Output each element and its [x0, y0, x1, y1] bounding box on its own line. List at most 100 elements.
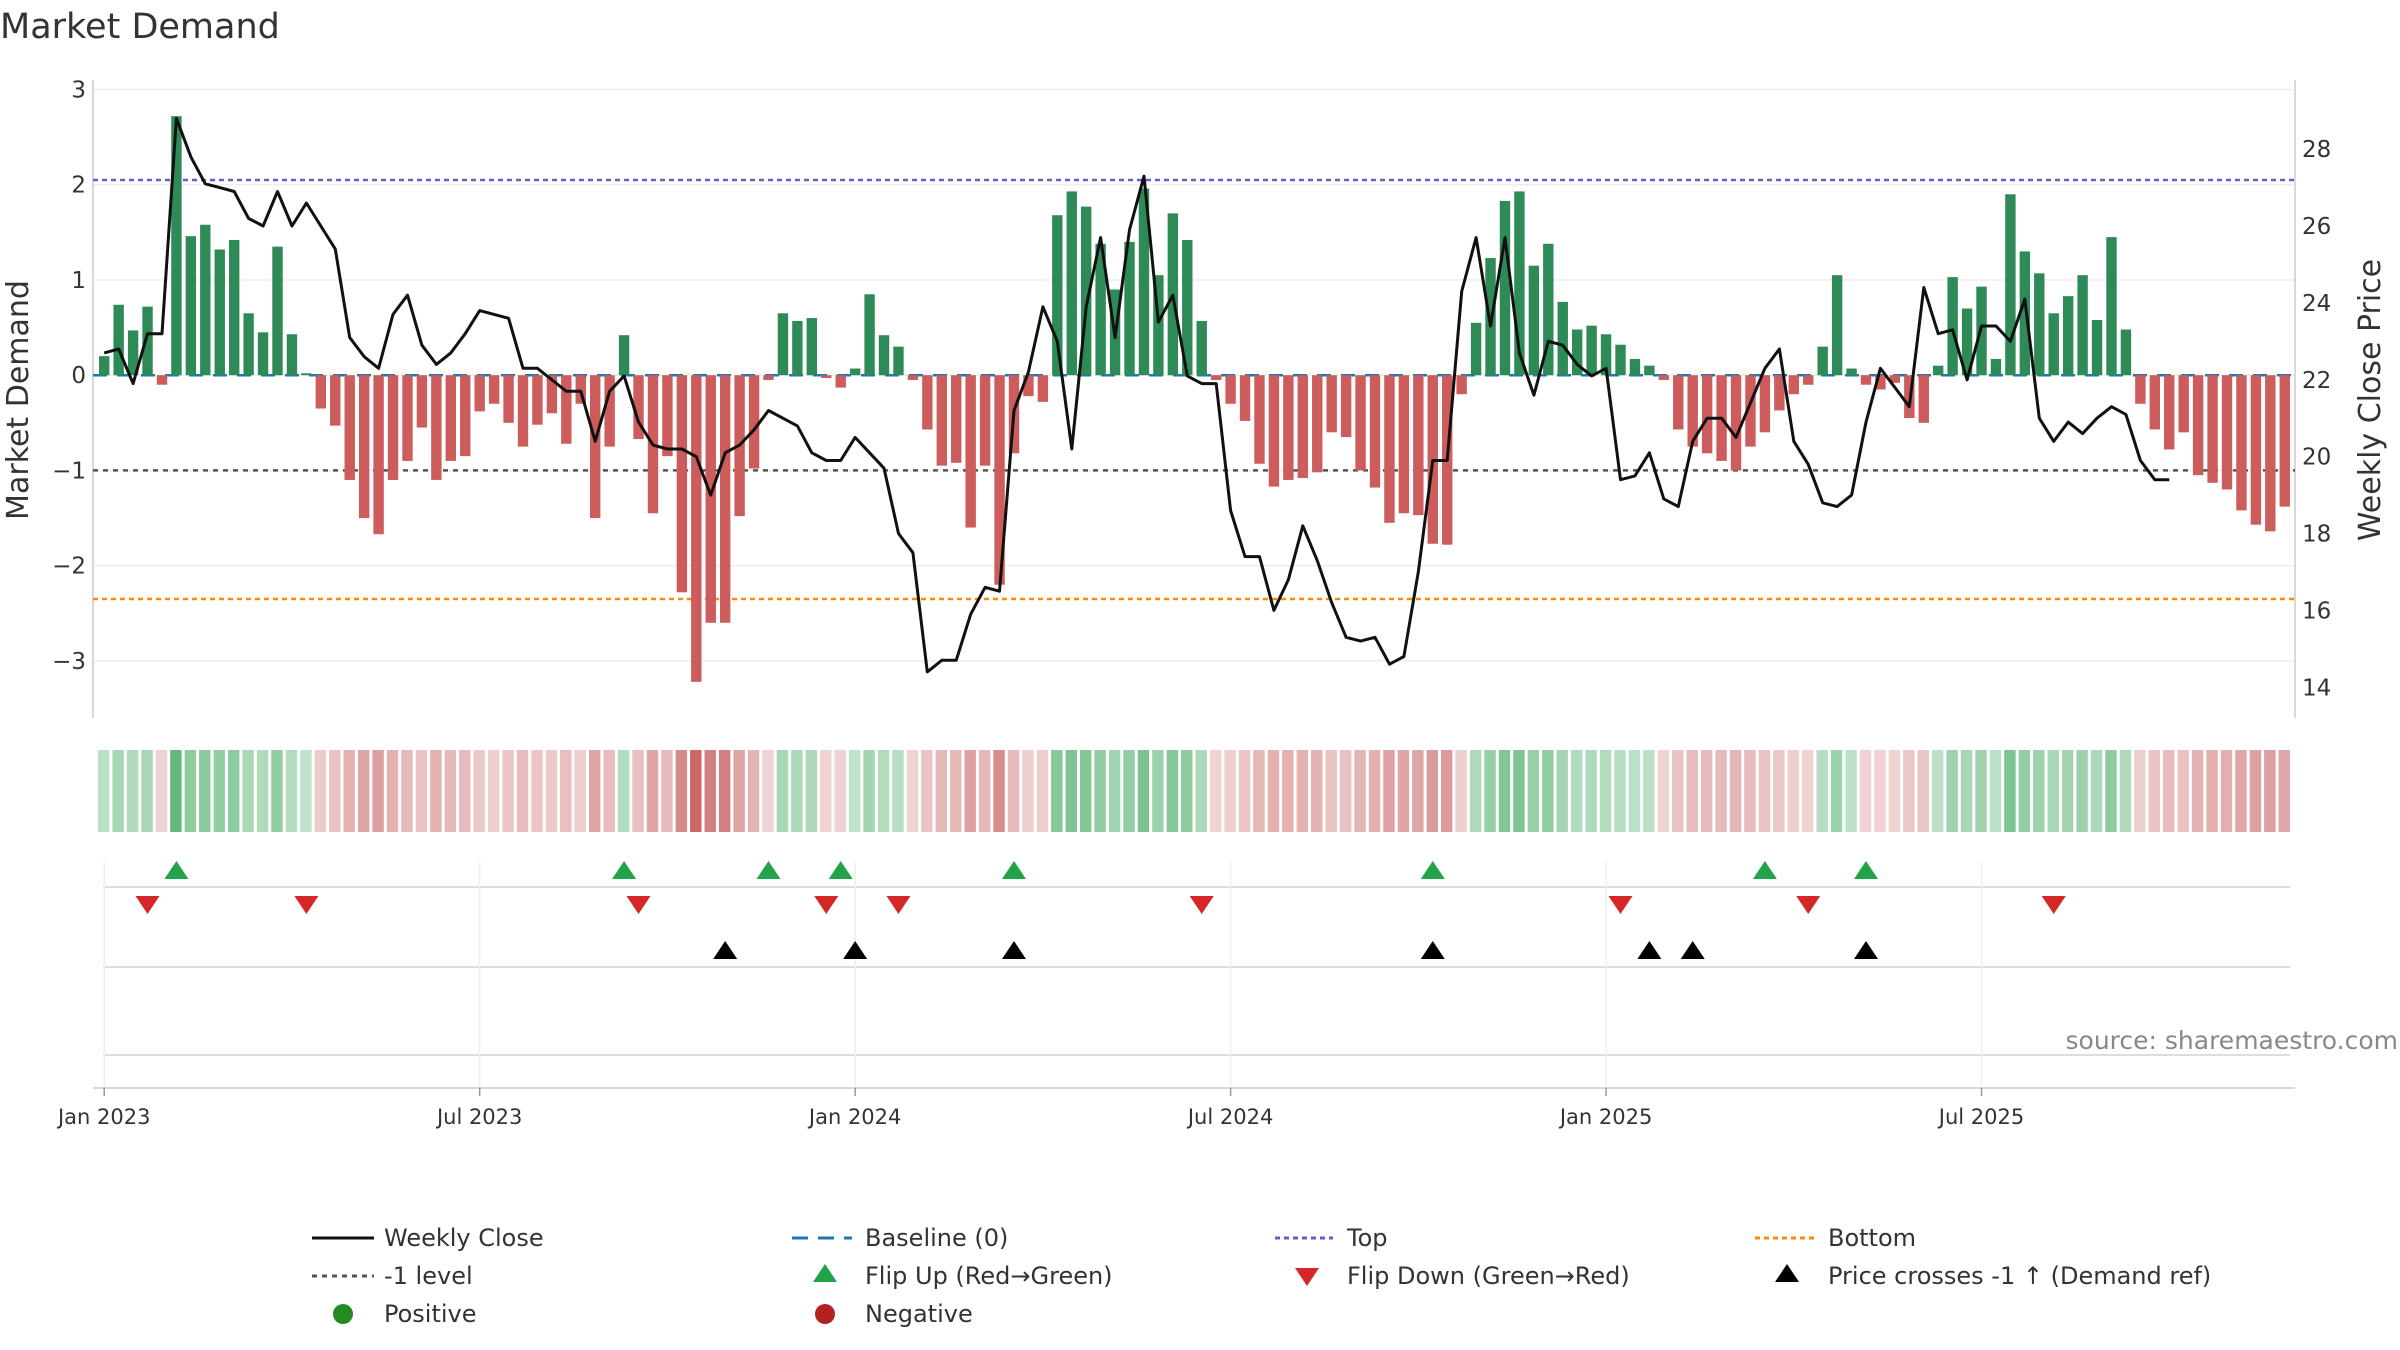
x-tick-label: Jan 2025 [1558, 1105, 1653, 1129]
heat-cell [921, 750, 933, 832]
demand-bar [1788, 375, 1799, 395]
heat-cell [1960, 750, 1973, 832]
demand-bar [1023, 375, 1034, 397]
demand-bar [358, 375, 370, 519]
demand-bar [893, 346, 904, 376]
demand-bar [243, 313, 254, 376]
demand-bar [2091, 319, 2103, 376]
price-cross-marker [713, 941, 738, 959]
heat-cell [1773, 750, 1785, 832]
heat-cell [733, 750, 745, 832]
demand-bar [835, 375, 846, 388]
demand-bar [1933, 365, 1944, 376]
demand-bar [849, 368, 861, 376]
x-axis-ticks: Jan 2023 Jul 2023 Jan 2024 Jul 2024 Jan 2025… [56, 1088, 2024, 1129]
demand-bar [922, 375, 933, 430]
flip-up-marker [1853, 861, 1878, 879]
legend-top: Top [1346, 1224, 1388, 1252]
demand-bar [315, 375, 327, 409]
flip-up-marker [1001, 861, 1026, 879]
demand-bar [214, 249, 225, 376]
heat-cell [2004, 750, 2016, 832]
heat-cell [2191, 750, 2204, 832]
heat-cell [2235, 750, 2247, 832]
demand-bar [1615, 344, 1626, 376]
demand-bar [676, 375, 688, 593]
flip-down-marker [626, 896, 651, 914]
demand-bar [1961, 308, 1973, 376]
heat-cell [1339, 750, 1352, 832]
heat-cell [1513, 750, 1525, 832]
y2-tick-label: 28 [2302, 137, 2331, 163]
heat-cell [343, 750, 355, 832]
demand-bar [1398, 375, 1410, 514]
legend-price-cross-swatch [1775, 1264, 1799, 1282]
demand-bar [1687, 375, 1698, 447]
demand-bar [705, 375, 716, 623]
demand-bar [185, 236, 197, 376]
demand-bar [907, 375, 919, 380]
flip-down-marker [1608, 896, 1633, 914]
demand-bar [1759, 375, 1771, 433]
demand-bar [1600, 334, 1612, 376]
demand-bar [2221, 375, 2233, 490]
heat-cell [1931, 750, 1944, 832]
flip-down-marker [1796, 896, 1821, 914]
heat-cell [747, 750, 760, 832]
heat-cell [848, 750, 861, 832]
flip-up-marker [1752, 861, 1777, 879]
heat-cell [329, 750, 341, 832]
heat-cell [1729, 750, 1742, 832]
demand-bar [965, 375, 976, 528]
demand-bar [951, 375, 962, 463]
demand-bar [1803, 375, 1814, 385]
flip-up-marker [164, 861, 189, 879]
heat-cell [126, 750, 139, 832]
heat-cell [1079, 750, 1092, 832]
demand-heat-strip [98, 750, 2290, 832]
heat-cell [820, 750, 832, 832]
heat-cell [1816, 750, 1828, 832]
heat-cell [2264, 750, 2276, 832]
demand-bar [1066, 191, 1077, 376]
heat-cell [560, 750, 572, 832]
demand-bar [1456, 375, 1467, 395]
heat-cell [1585, 750, 1597, 832]
demand-bar [1918, 375, 1929, 423]
heat-cell [1383, 750, 1395, 832]
heat-cell [877, 750, 890, 832]
heat-cell [834, 750, 846, 832]
flip-down-marker [1189, 896, 1214, 914]
heat-cell [791, 750, 803, 832]
demand-bar [445, 375, 456, 461]
heat-cell [632, 750, 644, 832]
heat-cell [1989, 750, 2002, 832]
heat-cell [242, 750, 254, 832]
demand-bar [142, 306, 153, 376]
demand-bar [719, 375, 731, 623]
heat-cell [1758, 750, 1771, 832]
heat-cell [516, 750, 529, 832]
heat-cell [2076, 750, 2088, 832]
demand-bar [1340, 375, 1352, 438]
demand-bar [1875, 375, 1886, 390]
heat-cell [1498, 750, 1511, 832]
demand-bar [228, 239, 240, 376]
y-tick-label: 0 [71, 363, 86, 389]
demand-bar [1701, 375, 1713, 454]
heat-cell [1946, 750, 1958, 832]
heat-cell [155, 750, 168, 832]
demand-bar [1037, 375, 1049, 402]
legend-weekly-close: Weekly Close [384, 1224, 544, 1252]
demand-bar [474, 375, 485, 412]
demand-bar [1644, 365, 1655, 376]
heat-cell [184, 750, 197, 832]
heat-cell [372, 750, 384, 832]
demand-bar [1528, 265, 1540, 376]
heat-cell [1238, 750, 1251, 832]
heat-cell [1325, 750, 1337, 832]
demand-bar [1138, 188, 1150, 376]
x-tick-label: Jan 2024 [807, 1105, 902, 1129]
heat-cell [285, 750, 298, 832]
event-panel-grid [103, 862, 2290, 1088]
